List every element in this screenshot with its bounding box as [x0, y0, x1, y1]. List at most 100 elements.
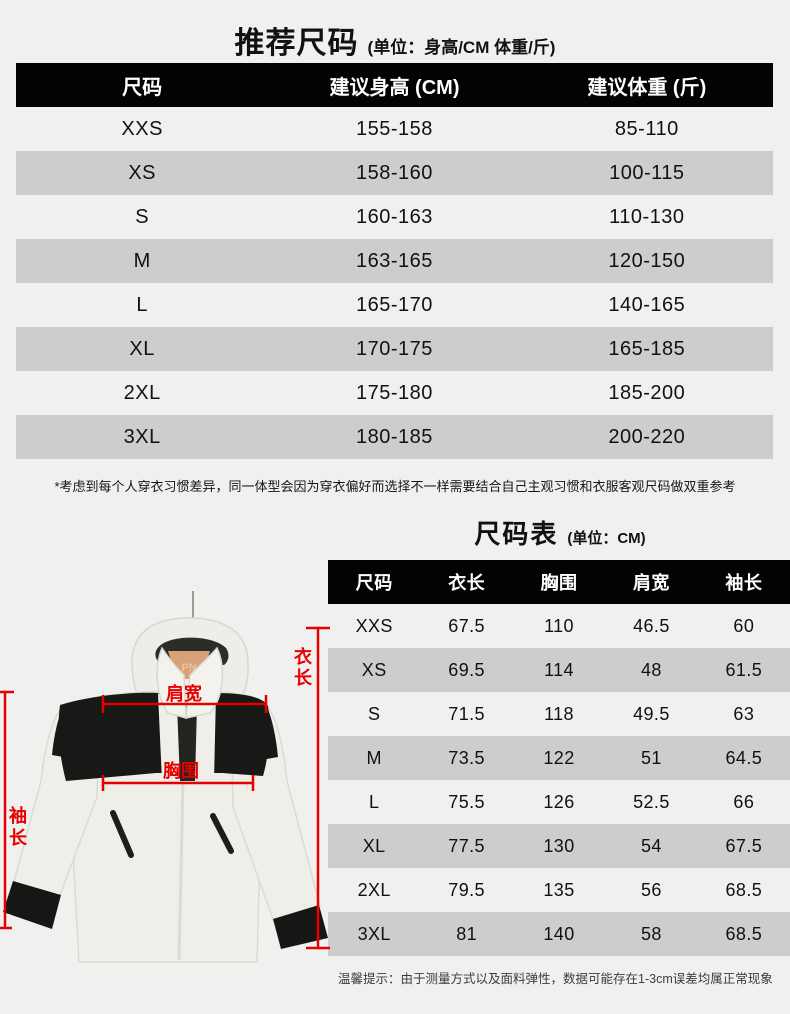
table-cell: 68.5	[725, 879, 763, 900]
table-cell: 180-185	[356, 425, 433, 448]
garment-length-label-char2: 长	[294, 668, 313, 688]
measurement-annotations	[0, 626, 330, 950]
table-row: L 75.5 126 52.5 66	[328, 780, 790, 824]
table-cell: 170-175	[356, 337, 433, 360]
jacket-product-image: PN 肩宽 胸围 衣 长 袖 长	[0, 591, 330, 963]
table-row: 2XL 79.5 135 56 68.5	[328, 868, 790, 912]
table-cell: 54	[641, 835, 662, 856]
column-header: 衣长	[448, 573, 486, 593]
column-header: 袖长	[725, 573, 763, 593]
table-cell: 140	[543, 923, 575, 944]
table-cell: 110	[544, 615, 574, 636]
sleeve-length-label-char1: 袖	[9, 805, 27, 826]
left-pocket	[110, 810, 134, 858]
table-cell: 118	[544, 703, 574, 724]
left-shoulder-panel	[52, 705, 99, 763]
recommend-table-unit-note: (单位：身高/CM 体重/斤)	[367, 38, 556, 57]
size-chart-title-text: 尺码表	[474, 519, 559, 549]
table-cell: S	[135, 205, 150, 228]
table-row: XS 158-160 100-115	[16, 151, 773, 195]
garment-size-table: 尺码 衣长 胸围 肩宽 袖长 XXS 67.5 110 46.5 60 XS 69.5 114 48 61…	[328, 560, 790, 956]
table-cell: XXS	[121, 117, 163, 140]
table-cell: 51	[641, 747, 662, 768]
table-row: S 160-163 110-130	[16, 195, 773, 239]
table-cell: 158-160	[356, 161, 433, 184]
table-cell: L	[136, 293, 148, 316]
table-row: M 163-165 120-150	[16, 239, 773, 283]
table-row: M 73.5 122 51 64.5	[328, 736, 790, 780]
garment-length-label-char1: 衣	[294, 646, 312, 667]
table-row: 2XL 175-180 185-200	[16, 371, 773, 415]
table-cell: XS	[128, 161, 156, 184]
table-cell: 85-110	[614, 117, 679, 140]
table-cell: 49.5	[633, 703, 670, 724]
table-cell: 3XL	[357, 923, 391, 944]
table-cell: 58	[641, 923, 662, 944]
collar-right	[185, 646, 224, 719]
table-cell: S	[368, 703, 381, 724]
collar-left	[156, 646, 187, 719]
column-header: 尺码	[122, 76, 163, 99]
table-cell: 52.5	[633, 791, 670, 812]
size-chart-footnote: 温馨提示：由于测量方式以及面料弹性，数据可能存在1-3cm误差均属正常现象	[338, 972, 773, 986]
table-row: XS 69.5 114 48 61.5	[328, 648, 790, 692]
table-cell: 66	[733, 791, 755, 812]
table-cell: 200-220	[608, 425, 686, 448]
table-cell: 114	[544, 659, 574, 680]
size-chart-unit-note: (单位：CM)	[567, 530, 646, 547]
table-row: XXS 155-158 85-110	[16, 107, 773, 151]
table-cell: 63	[733, 703, 755, 724]
table-cell: M	[366, 747, 382, 768]
inner-zipper	[177, 705, 197, 781]
table-header-row: 尺码 衣长 胸围 肩宽 袖长	[328, 560, 790, 604]
table-cell: 165-170	[356, 293, 433, 316]
table-cell: 81	[456, 923, 478, 944]
recommend-table-footnote: *考虑到每个人穿衣习惯差异，同一体型会因为穿衣偏好而选择不一样需要结合自己主观习…	[54, 479, 736, 494]
table-cell: 61.5	[725, 659, 763, 680]
table-cell: 165-185	[608, 337, 686, 360]
table-cell: 71.5	[448, 703, 485, 724]
recommend-table-title: 推荐尺码 (单位：身高/CM 体重/斤)	[0, 18, 790, 62]
right-shoulder-panel	[231, 705, 278, 765]
hanger-brand-label: PN	[181, 662, 196, 674]
table-row: S 71.5 118 49.5 63	[328, 692, 790, 736]
table-row: XXS 67.5 110 46.5 60	[328, 604, 790, 648]
table-cell: 120-150	[608, 249, 686, 272]
recommend-table-title-text: 推荐尺码	[234, 27, 359, 60]
table-cell: XL	[129, 337, 155, 360]
column-header: 胸围	[540, 573, 578, 593]
right-pocket	[210, 813, 234, 854]
recommend-size-table: 尺码 建议身高 (CM) 建议体重 (斤) XXS 155-158 85-110 XS 15…	[16, 63, 773, 459]
table-row: XL 170-175 165-185	[16, 327, 773, 371]
table-cell: L	[368, 791, 380, 812]
table-cell: 155-158	[356, 117, 433, 140]
table-cell: 69.5	[448, 659, 485, 680]
table-cell: 67.5	[725, 835, 763, 856]
column-header: 肩宽	[633, 573, 670, 593]
table-cell: 46.5	[633, 615, 670, 636]
right-cuff	[273, 905, 328, 949]
table-cell: 60	[733, 615, 755, 636]
table-cell: 56	[641, 879, 662, 900]
table-cell: XS	[361, 659, 387, 680]
table-cell: 67.5	[448, 615, 485, 636]
shoulder-width-label: 肩宽	[166, 683, 202, 704]
table-cell: 2XL	[123, 381, 161, 404]
table-cell: 126	[543, 791, 575, 812]
table-cell: 79.5	[448, 879, 485, 900]
table-cell: XXS	[355, 615, 393, 636]
table-cell: 135	[543, 879, 575, 900]
table-row: 3XL 180-185 200-220	[16, 415, 773, 459]
table-cell: 48	[641, 659, 662, 680]
table-cell: 73.5	[448, 747, 485, 768]
column-header: 建议体重 (斤)	[587, 76, 707, 99]
table-cell: 68.5	[725, 923, 763, 944]
chest-label: 胸围	[163, 760, 199, 781]
column-header: 尺码	[355, 573, 393, 593]
table-cell: 2XL	[357, 879, 391, 900]
table-header-row: 尺码 建议身高 (CM) 建议体重 (斤)	[16, 63, 773, 107]
table-cell: 175-180	[356, 381, 433, 404]
jacket-illustration: PN	[3, 591, 328, 963]
table-cell: 160-163	[356, 205, 433, 228]
table-cell: 64.5	[725, 747, 763, 768]
